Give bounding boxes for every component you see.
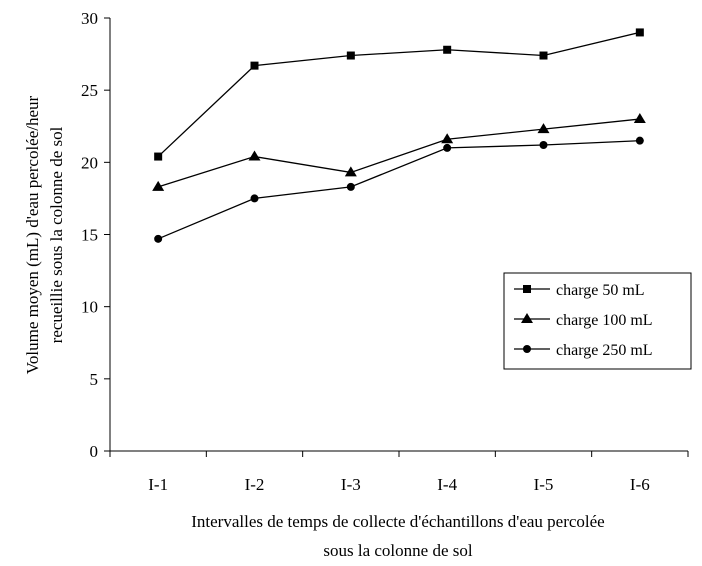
y-tick-label: 5 xyxy=(90,370,99,389)
legend-marker xyxy=(521,313,533,323)
series-line xyxy=(157,118,640,188)
data-point xyxy=(635,136,644,145)
legend-item: charge 50 mL xyxy=(514,282,645,299)
data-point xyxy=(250,194,259,203)
x-axis-label: Intervalles de temps de collecte d'échan… xyxy=(191,512,604,560)
legend-marker xyxy=(523,345,531,353)
legend-item: charge 100 mL xyxy=(514,312,653,329)
data-point xyxy=(250,61,259,70)
y-axis-label-line-1: Volume moyen (mL) d'eau percolée/heur xyxy=(23,95,42,374)
data-point xyxy=(633,113,646,124)
data-point xyxy=(539,51,548,60)
legend-label: charge 250 mL xyxy=(556,342,653,359)
y-tick-label: 0 xyxy=(90,442,99,461)
data-point xyxy=(154,152,163,161)
x-tick-label: I-5 xyxy=(534,475,554,494)
data-point xyxy=(344,166,357,177)
data-point xyxy=(537,123,550,134)
x-tick-label: I-6 xyxy=(630,475,650,494)
y-axis-label-line-2: recueillie sous la colonne de sol xyxy=(47,126,66,343)
series-triangle xyxy=(152,113,646,191)
y-tick-label: 20 xyxy=(81,153,98,172)
x-axis-label-line-2: sous la colonne de sol xyxy=(323,541,472,560)
x-axis-label-line-1: Intervalles de temps de collecte d'échan… xyxy=(191,512,604,531)
series-line xyxy=(157,31,640,158)
data-point xyxy=(346,182,355,191)
x-axis: I-1 I-2 I-3 I-4 I-5 I-6 xyxy=(109,450,689,494)
x-tick-label: I-4 xyxy=(437,475,457,494)
y-axis-label: Volume moyen (mL) d'eau percolée/heur re… xyxy=(23,95,66,374)
x-tick-label: I-3 xyxy=(341,475,361,494)
data-point xyxy=(154,234,163,243)
y-tick-label: 25 xyxy=(81,81,98,100)
legend-label: charge 50 mL xyxy=(556,282,645,299)
data-point xyxy=(346,51,355,60)
data-point xyxy=(539,141,548,150)
data-point xyxy=(152,180,165,191)
data-point xyxy=(443,45,452,54)
y-tick-label: 30 xyxy=(81,9,98,28)
legend: charge 50 mL charge 100 mL charge 250 mL xyxy=(503,272,692,370)
data-point xyxy=(248,150,261,161)
data-point xyxy=(441,133,454,144)
series-circle xyxy=(154,136,644,243)
legend-item: charge 250 mL xyxy=(514,342,653,359)
series-layer xyxy=(152,28,646,243)
y-tick-label: 10 xyxy=(81,298,98,317)
legend-label: charge 100 mL xyxy=(556,312,653,329)
x-tick-label: I-2 xyxy=(245,475,265,494)
data-point xyxy=(635,28,644,37)
series-square xyxy=(154,28,644,161)
series-line xyxy=(157,140,640,240)
y-axis: 0 5 10 15 20 25 30 xyxy=(81,9,111,461)
y-tick-label: 15 xyxy=(81,226,98,245)
legend-marker xyxy=(523,285,531,293)
data-point xyxy=(443,143,452,152)
x-tick-label: I-1 xyxy=(148,475,168,494)
